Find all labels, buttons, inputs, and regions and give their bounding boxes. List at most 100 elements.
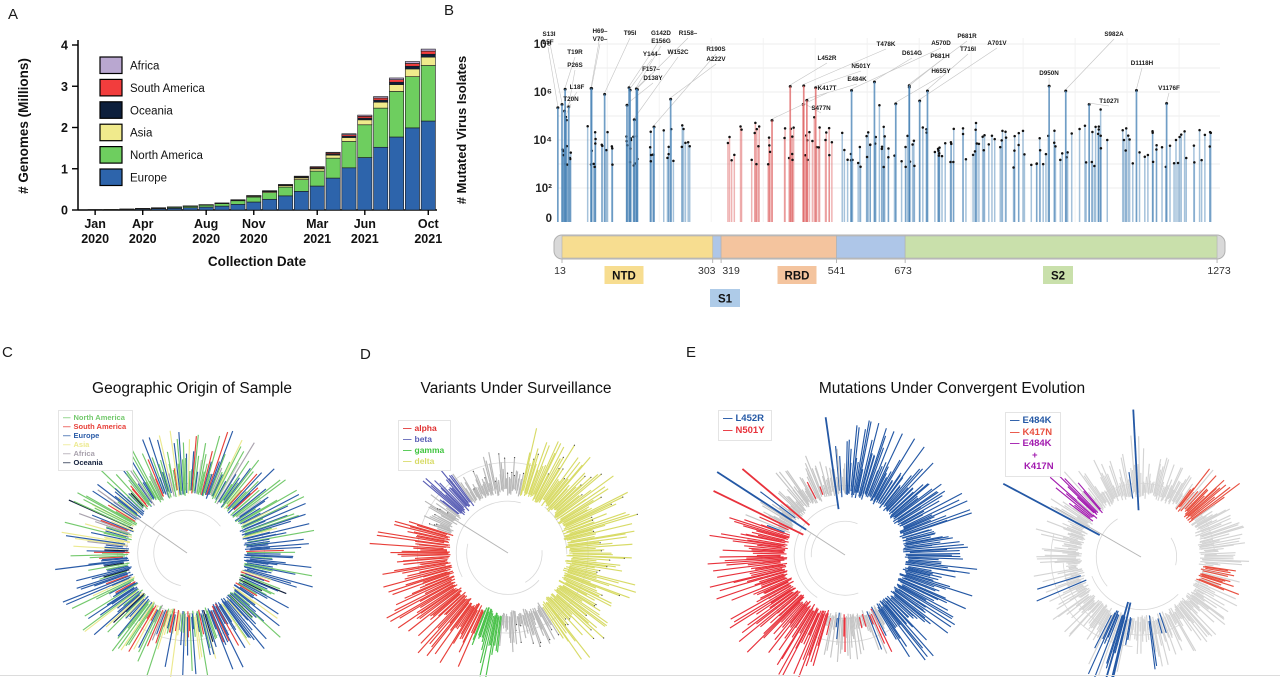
- legend-label: K417N: [1022, 426, 1053, 438]
- svg-text:T95I: T95I: [624, 30, 637, 37]
- legend-item: — N501Y: [723, 425, 765, 437]
- svg-text:# Mutated Virus Isolates: # Mutated Virus Isolates: [454, 56, 469, 205]
- spike-protein-domain-bar: 13 303 319 541 673 1273 NTD S1 RBD S2: [553, 234, 1231, 307]
- svg-text:S13I: S13I: [543, 31, 556, 38]
- svg-text:T1027I: T1027I: [1099, 98, 1119, 105]
- svg-text:673: 673: [894, 265, 912, 277]
- svg-text:South America: South America: [130, 83, 205, 95]
- legend-color-dash: —: [1010, 438, 1020, 449]
- svg-text:G142D: G142D: [651, 30, 671, 37]
- panel-label-a: A: [8, 6, 19, 23]
- svg-text:Mar: Mar: [306, 217, 328, 231]
- phylogenetic-trees-canvas: [0, 335, 1280, 677]
- legend-label: gamma: [414, 445, 445, 455]
- svg-text:10⁴: 10⁴: [534, 135, 553, 147]
- svg-text:1: 1: [61, 162, 68, 176]
- svg-text:4: 4: [61, 39, 68, 53]
- svg-text:L18F: L18F: [570, 84, 585, 91]
- legend-label: L452R: [735, 413, 765, 424]
- svg-text:L5F: L5F: [542, 39, 553, 46]
- legend-item: — Asia: [63, 440, 126, 449]
- svg-text:D1118H: D1118H: [1131, 60, 1154, 67]
- panel-a-ylabel: # Genomes (Millions): [16, 58, 31, 194]
- svg-text:N501Y: N501Y: [851, 63, 871, 70]
- panel-label-d: D: [360, 346, 371, 363]
- legend-item: — E484K: [1010, 438, 1054, 450]
- svg-text:P26S: P26S: [567, 62, 582, 69]
- svg-text:Y144–: Y144–: [643, 51, 662, 58]
- panel-d-title: Variants Under Surveillance: [420, 380, 612, 397]
- svg-text:North America: North America: [130, 150, 203, 162]
- svg-text:H69–: H69–: [592, 28, 608, 35]
- panel-c-title: Geographic Origin of Sample: [92, 380, 292, 397]
- legend-color-dash: —: [63, 449, 71, 458]
- svg-text:Collection Date: Collection Date: [208, 254, 307, 269]
- svg-text:Africa: Africa: [130, 61, 160, 73]
- panel-b-labeled-stems: [556, 82, 1168, 222]
- legend-item: — L452R: [723, 413, 765, 425]
- panel-a-xlabel: Collection Date: [208, 254, 307, 269]
- legend-label-second: K417N: [1024, 461, 1054, 472]
- svg-text:NTD: NTD: [612, 271, 636, 283]
- svg-text:D614G: D614G: [902, 50, 922, 57]
- panel-label-c: C: [2, 344, 13, 361]
- legend-color-dash: —: [63, 422, 71, 431]
- panel-a-bars: [87, 48, 436, 211]
- svg-text:10⁶: 10⁶: [534, 87, 552, 99]
- legend-label: E484K: [1022, 438, 1052, 449]
- legend-label: South America: [73, 422, 127, 431]
- legend-item: — K417N: [1010, 427, 1054, 439]
- panel-a-stacked-bar-chart: 01234Jan2020Apr2020Aug2020Nov2020Mar2021…: [16, 39, 442, 270]
- svg-text:2020: 2020: [240, 232, 268, 246]
- panel-e-title: Mutations Under Convergent Evolution: [818, 380, 1086, 397]
- svg-text:Asia: Asia: [130, 128, 153, 140]
- svg-text:S2: S2: [1051, 271, 1065, 283]
- svg-text:0: 0: [61, 204, 68, 218]
- svg-text:2021: 2021: [414, 232, 442, 246]
- tree-l452r-n501y: [707, 417, 978, 677]
- panel-d-legend: — alpha — beta — gamma — delta: [398, 420, 452, 471]
- svg-text:2020: 2020: [192, 232, 220, 246]
- figure-bottom-border: [0, 675, 1280, 676]
- legend-color-dash: —: [63, 413, 71, 422]
- panel-b-mutation-lollipop-chart: 10⁸ 10⁶ 10⁴ 10² 0 # Mutated Virus Isolates L5F…: [454, 28, 1231, 307]
- legend-color-dash: —: [403, 423, 412, 433]
- legend-label-plus: +: [1032, 449, 1038, 461]
- svg-text:541: 541: [828, 265, 846, 277]
- svg-text:A222V: A222V: [706, 56, 726, 63]
- panel-b-y-ticks: 10⁸ 10⁶ 10⁴ 10² 0: [534, 39, 553, 225]
- svg-text:10⁸: 10⁸: [534, 39, 552, 51]
- panel-label-e: E: [686, 344, 697, 361]
- svg-text:Oceania: Oceania: [130, 105, 173, 117]
- svg-text:D138Y: D138Y: [643, 75, 663, 82]
- legend-color-dash: —: [63, 458, 71, 467]
- svg-text:R190S: R190S: [706, 46, 725, 53]
- tree-variants: [369, 428, 638, 677]
- legend-color-dash: —: [723, 413, 733, 424]
- legend-item: — beta: [403, 434, 444, 445]
- legend-color-dash: —: [1010, 426, 1020, 438]
- legend-item: — alpha: [403, 423, 444, 434]
- svg-text:T478K: T478K: [877, 41, 896, 48]
- panel-e-left-legend: — L452R — N501Y: [718, 410, 772, 441]
- panel-c-legend: — North America — South America — Europe — Asia…: [58, 410, 134, 471]
- svg-text:Jan: Jan: [84, 217, 106, 231]
- svg-text:A570D: A570D: [931, 40, 951, 47]
- legend-item: — South America: [63, 422, 126, 431]
- svg-text:2020: 2020: [129, 232, 157, 246]
- svg-text:F157–: F157–: [642, 66, 660, 73]
- legend-item: — delta: [403, 456, 444, 467]
- svg-text:S982A: S982A: [1104, 31, 1124, 38]
- legend-item: — Oceania: [63, 458, 126, 467]
- legend-color-dash: —: [63, 440, 71, 449]
- svg-text:1273: 1273: [1207, 265, 1231, 277]
- legend-label: N501Y: [735, 425, 765, 436]
- tree-geographic-origin: [55, 430, 315, 677]
- svg-text:319: 319: [722, 265, 740, 277]
- legend-color-dash: —: [403, 445, 412, 455]
- legend-label: Africa: [73, 449, 95, 458]
- legend-label: North America: [73, 413, 125, 422]
- svg-text:Aug: Aug: [194, 217, 218, 231]
